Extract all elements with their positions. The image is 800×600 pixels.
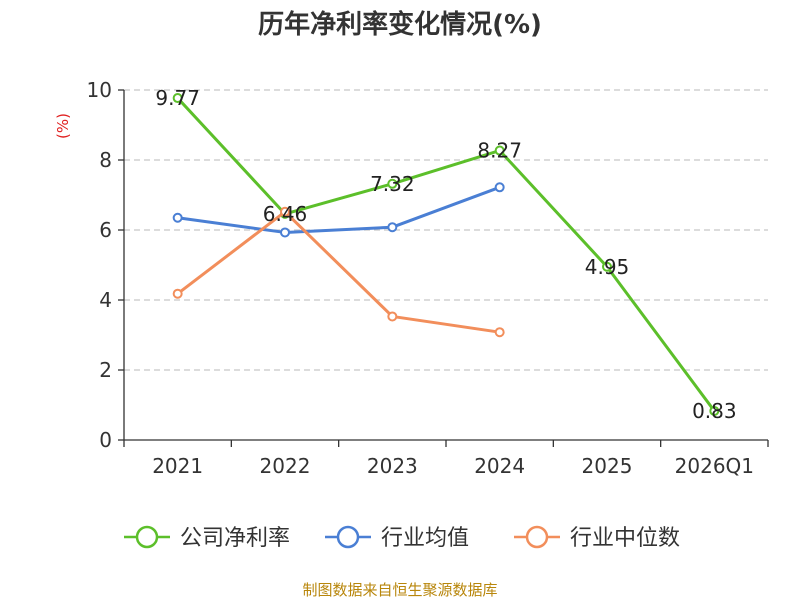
y-axis-ticks: 0 2 4 6 8 10: [87, 78, 112, 452]
x-tick-label: 2021: [152, 454, 203, 478]
data-point: [494, 145, 505, 156]
legend-marker[interactable]: [135, 525, 159, 549]
y-tick-label: 0: [99, 428, 112, 452]
source-note: 制图数据来自恒生聚源数据库: [302, 581, 497, 599]
data-label: 7.32: [370, 172, 415, 196]
chart-title: 历年净利率变化情况(%): [258, 9, 542, 40]
legend-label[interactable]: 公司净利率: [180, 526, 290, 551]
legend-label[interactable]: 行业中位数: [570, 526, 680, 551]
x-tick-label: 2025: [582, 454, 633, 478]
x-tick-label: 2023: [367, 454, 418, 478]
data-label: 8.27: [477, 139, 522, 163]
data-label: 9.77: [155, 86, 200, 110]
data-label: 4.95: [585, 255, 630, 279]
data-point: [172, 93, 183, 104]
y-tick-label: 10: [87, 78, 112, 102]
x-tick-label: 2022: [260, 454, 311, 478]
series-line: [176, 210, 500, 334]
data-point: [172, 288, 183, 299]
series-lines: [172, 93, 720, 416]
data-label: 6.46: [263, 202, 308, 226]
axes: [118, 89, 769, 447]
series-line: [177, 185, 501, 234]
series-line: [176, 97, 716, 412]
data-label: 0.83: [692, 399, 737, 423]
data-point: [280, 206, 290, 217]
y-tick-label: 6: [99, 218, 112, 242]
y-tick-label: 4: [99, 288, 112, 312]
legend[interactable]: 公司净利率 行业均值 行业中位数: [124, 525, 680, 551]
y-tick-label: 2: [99, 358, 112, 382]
grid-lines: [124, 89, 768, 371]
data-point: [172, 212, 183, 223]
data-labels: 9.77 6.46 7.32 8.27 4.95 0.83: [155, 86, 736, 423]
data-point: [280, 227, 290, 238]
legend-label[interactable]: 行业均值: [381, 526, 469, 551]
y-tick-label: 8: [99, 148, 112, 172]
data-point: [602, 261, 612, 272]
data-point: [387, 222, 398, 233]
y-axis-unit: (%): [54, 113, 72, 139]
data-point: [387, 311, 398, 322]
legend-marker[interactable]: [525, 525, 549, 549]
data-point: [494, 182, 505, 193]
x-tick-label: 2026Q1: [675, 454, 754, 478]
x-tick-label: 2024: [474, 454, 525, 478]
legend-marker[interactable]: [336, 525, 360, 549]
data-point: [709, 405, 720, 416]
x-axis-ticks: 2021 2022 2023 2024 2025 2026Q1: [152, 454, 754, 478]
data-point: [494, 327, 505, 338]
data-point: [387, 178, 398, 189]
